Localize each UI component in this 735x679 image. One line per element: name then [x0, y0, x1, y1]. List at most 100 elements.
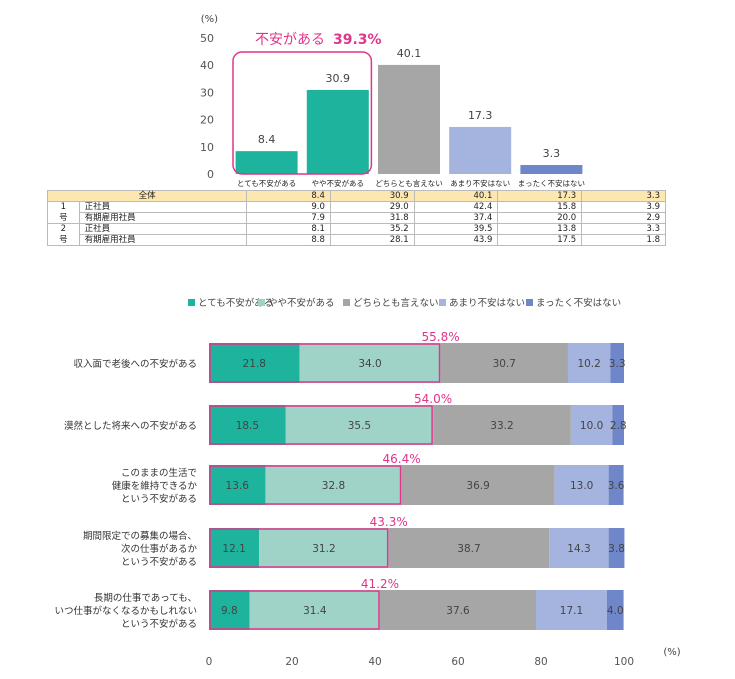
bar-segment [606, 590, 624, 630]
bar-segment [608, 528, 625, 568]
table-row-label: 有期雇用社員 [78, 234, 248, 246]
segment-label: 34.0 [358, 358, 381, 370]
table-cell: 29.0 [329, 201, 415, 213]
table-cell: 42.4 [413, 201, 499, 213]
y-tick-label: 0 [207, 168, 214, 181]
segment-label: 3.3 [609, 358, 626, 370]
bar-segment [612, 405, 624, 445]
bar [306, 89, 369, 174]
bar [235, 151, 298, 174]
bar-segment [608, 465, 624, 505]
x-tick-label: とても不安がある [237, 178, 296, 188]
data-label: 30.9 [326, 72, 351, 85]
legend-swatch [439, 299, 446, 306]
table-cell: 43.9 [413, 234, 499, 246]
highlight-box [232, 51, 373, 175]
category-label: 収入面で老後への不安がある [73, 358, 197, 370]
legend-label: やや不安がある [268, 297, 335, 309]
table-cell: 15.8 [497, 201, 583, 213]
segment-label: 13.0 [570, 480, 593, 492]
table-cell: 40.1 [413, 190, 499, 202]
table-cell: 39.5 [413, 223, 499, 235]
highlight-frame [209, 465, 402, 505]
category-label: 漠然とした将来への不安がある [64, 420, 197, 432]
x-tick-label: 100 [614, 656, 634, 668]
legend-swatch [343, 299, 350, 306]
segment-label: 14.3 [567, 543, 590, 555]
data-label: 40.1 [397, 47, 422, 60]
annotation-label: 不安がある [255, 32, 325, 48]
y-tick-label: 40 [200, 59, 214, 72]
highlight-frame [209, 528, 389, 568]
segment-label: 12.1 [222, 543, 245, 555]
legend-swatch [188, 299, 195, 306]
bar [378, 64, 440, 174]
table-row-label: 正社員 [78, 201, 248, 213]
bar-segment [209, 590, 250, 630]
x-tick-label: 80 [534, 656, 547, 668]
segment-label: 38.7 [457, 543, 480, 555]
category-label: 次の仕事があるか [121, 543, 198, 555]
segment-label: 10.0 [580, 420, 603, 432]
data-table: 全体 8.4 30.9 40.1 17.3 3.3 1 正社員 9.0 29.0… [46, 190, 666, 246]
segment-label: 31.2 [312, 543, 335, 555]
table-cell: 3.3 [581, 223, 666, 235]
bar-segment [379, 590, 537, 630]
bar-segment [570, 405, 613, 445]
table-row-label: 有期雇用社員 [78, 212, 248, 224]
highlight-total: 46.4% [382, 452, 420, 466]
segment-label: 36.9 [466, 480, 489, 492]
table-cell: 7.9 [246, 212, 331, 224]
category-label: いつ仕事がなくなるかもしれない [54, 605, 197, 617]
table-row: 号 有期雇用社員 7.9 31.8 37.4 20.0 2.9 [47, 212, 666, 224]
segment-label: 31.4 [303, 605, 327, 617]
segment-label: 2.8 [610, 420, 627, 432]
table-cell: 8.1 [246, 223, 331, 235]
x-tick-label: まったく不安はない [518, 178, 585, 188]
legend-label: とても不安がある [198, 297, 273, 309]
table-group-suffix: 号 [47, 234, 80, 246]
bar-segment [388, 528, 550, 568]
legend-label: まったく不安はない [536, 297, 621, 309]
category-label: 期間限定での募集の場合、 [83, 530, 197, 542]
segment-label: 33.2 [490, 420, 513, 432]
x-axis-label: (%) [663, 647, 680, 658]
highlight-total: 41.2% [361, 577, 399, 591]
bar-segment [265, 465, 402, 505]
category-label: 長期の仕事であっても、 [94, 592, 197, 604]
segment-label: 37.6 [446, 605, 470, 617]
bar-segment [610, 343, 624, 383]
bar-segment [209, 528, 260, 568]
table-cell: 2.9 [581, 212, 666, 224]
table-cell: 17.3 [497, 190, 583, 202]
bar-segment [285, 405, 434, 445]
bar-segment [440, 343, 568, 383]
bar-segment [259, 528, 389, 568]
table-cell: 3.9 [581, 201, 666, 213]
segment-label: 32.8 [322, 480, 345, 492]
bar-segment [401, 465, 555, 505]
table-cell: 37.4 [413, 212, 499, 224]
highlight-total: 43.3% [370, 515, 408, 529]
y-axis-label: (%) [201, 14, 218, 25]
segment-label: 17.1 [560, 605, 583, 617]
bar-segment [209, 405, 286, 445]
legend-swatch [526, 299, 533, 306]
y-tick-label: 30 [200, 86, 214, 99]
legend-label: あまり不安はない [449, 297, 525, 309]
segment-label: 18.5 [236, 420, 259, 432]
data-label: 8.4 [258, 133, 276, 146]
table-cell: 30.9 [329, 190, 415, 202]
table-group-suffix: 号 [47, 212, 80, 224]
segment-label: 30.7 [493, 358, 516, 370]
table-cell: 28.1 [329, 234, 415, 246]
x-tick-label: あまり不安はない [450, 178, 510, 188]
highlight-frame [209, 405, 433, 445]
table-row: 1 正社員 9.0 29.0 42.4 15.8 3.9 [47, 201, 666, 213]
table-group-number: 2 [47, 223, 80, 235]
bar-segment [209, 343, 300, 383]
data-label: 17.3 [468, 109, 493, 122]
table-cell: 1.8 [581, 234, 666, 246]
segment-label: 35.5 [348, 420, 371, 432]
